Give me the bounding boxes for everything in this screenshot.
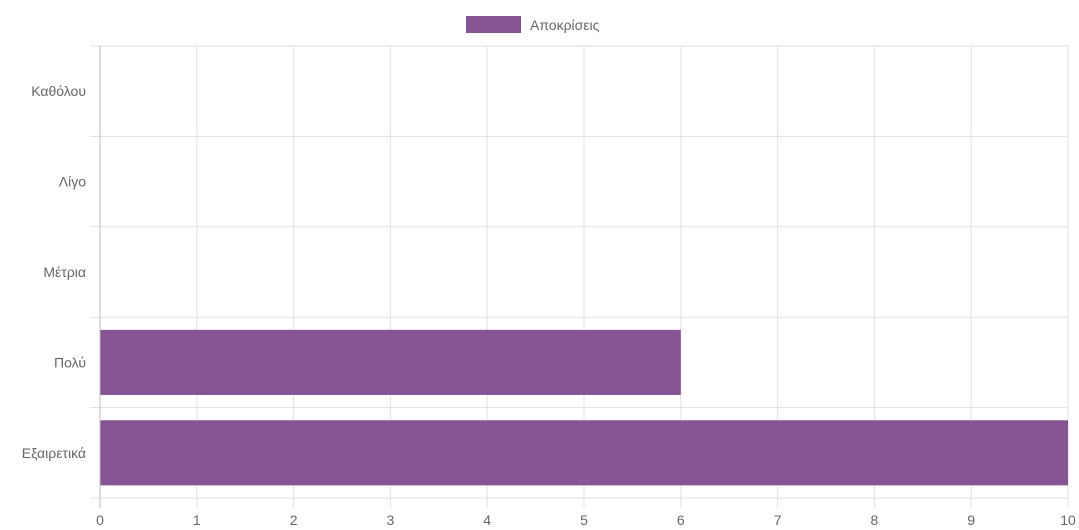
- axes: 0 1 2 3 4 5 6 7 8 9 10 Καθόλου Λίγο Μέτρια Πολύ Εξαιρετ…: [22, 46, 1076, 528]
- bars: [100, 329, 1068, 486]
- bar-5[interactable]: [100, 420, 1068, 486]
- y-tick-label: Πολύ: [54, 354, 86, 370]
- x-tick-label: 10: [1060, 512, 1076, 528]
- x-tick-label: 6: [677, 512, 685, 528]
- y-tick-label: Καθόλου: [31, 83, 86, 99]
- x-tick-label: 5: [580, 512, 588, 528]
- x-tick-label: 4: [483, 512, 491, 528]
- x-tick-label: 2: [290, 512, 298, 528]
- x-tick-label: 0: [96, 512, 104, 528]
- x-tick-label: 1: [193, 512, 201, 528]
- legend[interactable]: Αποκρίσεις: [466, 16, 600, 33]
- x-tick-label: 7: [774, 512, 782, 528]
- x-tick-label: 3: [387, 512, 395, 528]
- legend-label-responses[interactable]: Αποκρίσεις: [530, 17, 600, 33]
- y-tick-label: Λίγο: [59, 174, 86, 190]
- y-tick-label: Μέτρια: [43, 264, 86, 280]
- x-tick-label: 8: [871, 512, 879, 528]
- grid-lines: [90, 45, 1069, 508]
- x-tick-label: 9: [967, 512, 975, 528]
- y-tick-label: Εξαιρετικά: [22, 445, 86, 461]
- bar-4[interactable]: [100, 329, 681, 395]
- legend-swatch[interactable]: [466, 16, 521, 33]
